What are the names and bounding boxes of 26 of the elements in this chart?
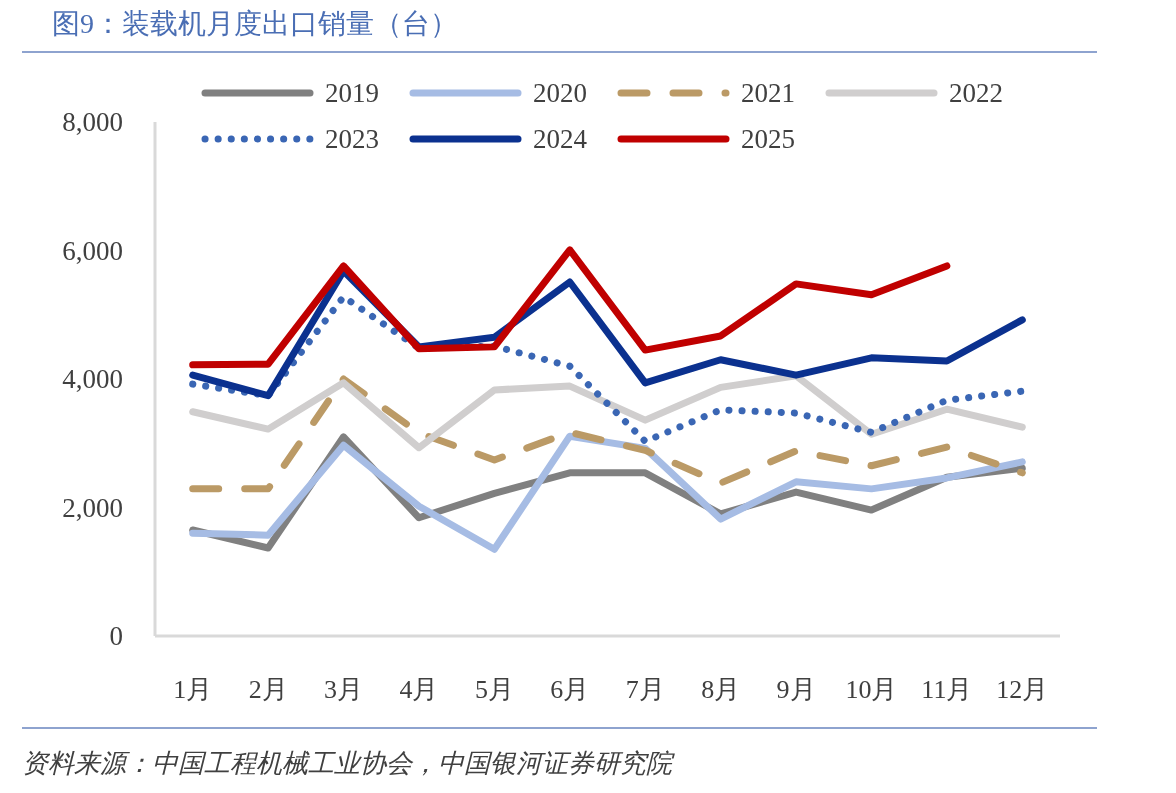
x-tick-label: 1月 <box>173 675 213 704</box>
x-tick-label: 2月 <box>248 675 288 704</box>
x-tick-label: 8月 <box>701 675 741 704</box>
y-tick-label: 2,000 <box>62 492 123 523</box>
legend-label: 2019 <box>325 78 379 108</box>
legend-label: 2022 <box>949 78 1003 108</box>
legend-label: 2023 <box>325 124 379 154</box>
x-tick-label: 10月 <box>845 675 898 704</box>
legend-label: 2020 <box>533 78 587 108</box>
x-tick-label: 5月 <box>474 675 514 704</box>
x-tick-label: 4月 <box>399 675 439 704</box>
legend-label: 2025 <box>741 124 795 154</box>
legend-label: 2021 <box>741 78 795 108</box>
x-tick-label: 7月 <box>625 675 665 704</box>
y-tick-label: 6,000 <box>62 235 123 266</box>
x-tick-label: 6月 <box>550 675 590 704</box>
x-tick-label: 3月 <box>324 675 364 704</box>
x-tick-label: 9月 <box>776 675 816 704</box>
y-tick-label: 8,000 <box>62 107 123 137</box>
x-tick-label: 11月 <box>921 675 973 704</box>
y-tick-label: 0 <box>109 621 123 651</box>
y-tick-label: 4,000 <box>62 364 123 394</box>
chart-title: 图9：装载机月度出口销量（台） <box>52 8 458 39</box>
legend-label: 2024 <box>533 124 588 154</box>
text: 资料来源：中国工程机械工业协会，中国银河证券研究院 <box>22 749 675 778</box>
x-tick-label: 12月 <box>996 675 1049 704</box>
